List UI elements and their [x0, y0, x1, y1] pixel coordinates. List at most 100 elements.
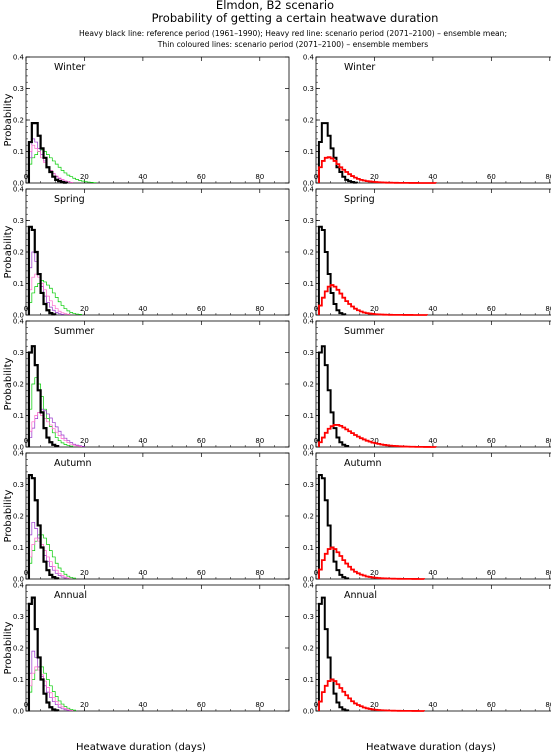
- x-tick-label: 40: [138, 305, 147, 313]
- season-label-winter: Winter: [344, 62, 375, 73]
- y-axis-label: Probability: [3, 489, 14, 542]
- y-tick-label: 0.0: [303, 312, 314, 320]
- reference-series: [317, 345, 350, 448]
- y-tick-label: 0.4: [303, 186, 315, 194]
- x-tick-label: 80: [255, 437, 264, 445]
- season-label-autumn: Autumn: [344, 458, 382, 469]
- y-tick-label: 0.3: [13, 481, 24, 489]
- y-tick-label: 0.1: [303, 412, 314, 420]
- panel-spring-members: 0.0 0.1 0.2 0.3 0.4 0 20 40 60 80 Spring Probabilit…: [3, 186, 290, 320]
- y-tick-label: 0.4: [303, 582, 315, 590]
- season-label-spring: Spring: [344, 194, 375, 205]
- y-tick-label: 0.3: [13, 613, 24, 621]
- ensemble-mean-series: [318, 284, 428, 316]
- x-tick-label: 60: [197, 701, 206, 709]
- figure-subtitle-line2: Thin coloured lines: scenario period (20…: [157, 40, 428, 49]
- x-tick-label: 80: [545, 569, 551, 577]
- panel-spring-mean: 0.0 0.1 0.2 0.3 0.4 0 20 40 60 80 Spring: [303, 186, 551, 320]
- y-tick-label: 0.3: [303, 481, 314, 489]
- y-tick-label: 0.1: [13, 280, 24, 288]
- ensemble-mean-series: [318, 678, 426, 712]
- panel-grid: 0.0 0.1 0.2 0.3 0.4 0 20 40 60 80 Winter Probabilit…: [3, 54, 551, 716]
- y-tick-label: 0.3: [13, 217, 24, 225]
- member-series-3: [28, 537, 71, 579]
- x-tick-label: 0: [314, 173, 318, 181]
- y-tick-label: 0.0: [13, 576, 24, 584]
- y-tick-label: 0.0: [13, 708, 24, 716]
- member-series-3: [28, 273, 71, 315]
- member-series-1: [28, 534, 77, 579]
- x-tick-label: 60: [487, 701, 496, 709]
- y-tick-label: 0.1: [303, 280, 314, 288]
- y-tick-label: 0.4: [303, 318, 315, 326]
- x-tick-label: 40: [138, 701, 147, 709]
- x-tick-label: 60: [487, 305, 496, 313]
- member-series-3: [28, 412, 82, 447]
- x-tick-label: 0: [24, 569, 28, 577]
- x-tick-label: 0: [314, 569, 318, 577]
- season-label-summer: Summer: [54, 326, 94, 337]
- y-tick-label: 0.0: [303, 444, 314, 452]
- x-tick-label: 0: [24, 701, 28, 709]
- member-series-1: [28, 666, 77, 711]
- reference-series: [27, 596, 60, 712]
- reference-series: [27, 122, 69, 184]
- y-tick-label: 0.1: [13, 148, 24, 156]
- y-tick-label: 0.0: [13, 444, 24, 452]
- panel-summer-mean: 0.0 0.1 0.2 0.3 0.4 0 20 40 60 80 Summer: [303, 318, 551, 452]
- x-tick-label: 20: [80, 305, 89, 313]
- x-tick-label: 0: [314, 701, 318, 709]
- member-series-2: [28, 138, 74, 183]
- member-series-2: [28, 251, 65, 315]
- plot-frame: [315, 584, 551, 712]
- x-tick-label: 80: [545, 173, 551, 181]
- y-tick-label: 0.2: [303, 117, 314, 125]
- y-axis-label: Probability: [3, 225, 14, 278]
- x-tick-label: 40: [138, 569, 147, 577]
- ensemble-mean-series: [318, 424, 437, 448]
- y-tick-label: 0.0: [303, 576, 314, 584]
- x-tick-label: 60: [197, 437, 206, 445]
- y-tick-label: 0.0: [303, 180, 314, 188]
- plot-frame: [315, 56, 551, 184]
- y-tick-label: 0.0: [303, 708, 314, 716]
- figure-title-line2: Probability of getting a certain heatwav…: [152, 11, 439, 25]
- x-tick-label: 20: [370, 569, 379, 577]
- season-label-spring: Spring: [54, 194, 85, 205]
- y-axis-label: Probability: [3, 93, 14, 146]
- panel-autumn-mean: 0.0 0.1 0.2 0.3 0.4 0 20 40 60 80 Autumn: [303, 450, 551, 584]
- panel-winter-mean: 0.0 0.1 0.2 0.3 0.4 0 20 40 60 80 Winter: [303, 54, 551, 188]
- member-series-3: [28, 144, 74, 183]
- y-tick-label: 0.2: [303, 513, 314, 521]
- x-tick-label: 60: [487, 173, 496, 181]
- x-tick-label: 40: [428, 173, 437, 181]
- y-tick-label: 0.1: [303, 148, 314, 156]
- x-tick-label: 20: [80, 569, 89, 577]
- x-tick-label: 40: [428, 701, 437, 709]
- season-label-autumn: Autumn: [54, 458, 92, 469]
- y-tick-label: 0.2: [13, 117, 24, 125]
- x-tick-label: 80: [255, 701, 264, 709]
- x-axis-label-left: Heatwave duration (days): [76, 742, 206, 753]
- x-axis-label-right: Heatwave duration (days): [366, 742, 496, 753]
- figure-title-line1: Elmdon, B2 scenario: [216, 0, 334, 12]
- x-tick-label: 80: [255, 569, 264, 577]
- plot-frame: [25, 320, 290, 448]
- x-tick-label: 0: [24, 173, 28, 181]
- panel-annual-mean: 0.0 0.1 0.2 0.3 0.4 0 20 40 60 80 Annual: [303, 582, 551, 716]
- x-tick-label: 40: [138, 437, 147, 445]
- x-tick-label: 0: [314, 305, 318, 313]
- y-tick-label: 0.1: [303, 676, 314, 684]
- x-tick-label: 80: [255, 173, 264, 181]
- y-tick-label: 0.1: [303, 544, 314, 552]
- x-tick-label: 80: [545, 701, 551, 709]
- y-tick-label: 0.3: [13, 349, 24, 357]
- member-series-3: [28, 666, 74, 711]
- reference-series: [27, 473, 60, 580]
- season-label-annual: Annual: [54, 590, 87, 601]
- x-tick-label: 80: [545, 305, 551, 313]
- panel-winter-members: 0.0 0.1 0.2 0.3 0.4 0 20 40 60 80 Winter Probabilit…: [3, 54, 290, 188]
- y-axis-label: Probability: [3, 357, 14, 410]
- x-tick-label: 60: [197, 173, 206, 181]
- reference-series: [317, 596, 350, 712]
